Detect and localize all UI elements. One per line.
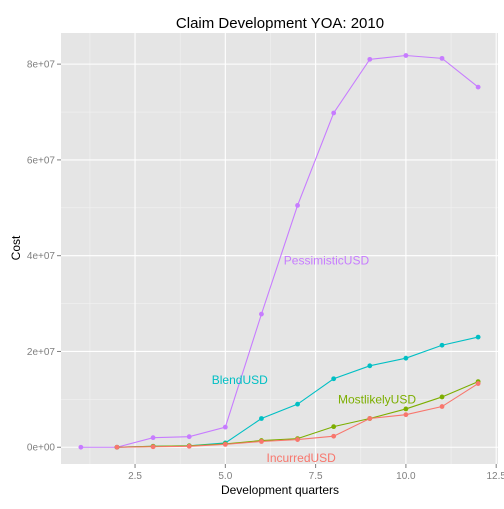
- series-label-blendusd: BlendUSD: [212, 373, 268, 387]
- data-point-incurredusd: [151, 444, 156, 449]
- data-point-mostlikelyusd: [404, 407, 409, 412]
- data-point-pessimisticusd: [367, 57, 372, 62]
- x-tick-label: 12.5: [486, 471, 504, 482]
- chart-title: Claim Development YOA: 2010: [176, 15, 384, 32]
- y-axis-title: Cost: [9, 235, 23, 260]
- data-point-blendusd: [404, 356, 409, 361]
- series-label-mostlikelyusd: MostlikelyUSD: [338, 392, 416, 406]
- data-point-incurredusd: [115, 445, 120, 450]
- data-point-incurredusd: [331, 434, 336, 439]
- series-label-incurredusd: IncurredUSD: [266, 451, 336, 465]
- y-tick-label: 6e+07: [27, 155, 56, 166]
- data-point-blendusd: [367, 363, 372, 368]
- series-label-pessimisticusd: PessimisticUSD: [284, 253, 370, 267]
- data-point-pessimisticusd: [331, 111, 336, 116]
- y-tick-label: 2e+07: [27, 347, 56, 358]
- data-point-mostlikelyusd: [331, 424, 336, 429]
- y-tick-label: 4e+07: [27, 251, 56, 262]
- data-point-pessimisticusd: [295, 203, 300, 208]
- data-point-pessimisticusd: [440, 56, 445, 61]
- data-point-incurredusd: [259, 439, 264, 444]
- data-point-incurredusd: [440, 404, 445, 409]
- y-tick-label: 0e+00: [27, 443, 56, 454]
- data-point-blendusd: [440, 343, 445, 348]
- data-point-pessimisticusd: [151, 435, 156, 440]
- data-point-incurredusd: [404, 412, 409, 417]
- data-point-pessimisticusd: [78, 445, 83, 450]
- x-tick-label: 10.0: [396, 471, 416, 482]
- data-point-blendusd: [476, 335, 481, 340]
- data-point-blendusd: [295, 402, 300, 407]
- data-point-pessimisticusd: [476, 85, 481, 90]
- y-axis: 0e+00 2e+07 4e+07 6e+07 8e+07: [27, 60, 61, 454]
- x-axis-title: Development quarters: [221, 483, 339, 497]
- data-point-mostlikelyusd: [440, 395, 445, 400]
- data-point-incurredusd: [367, 416, 372, 421]
- x-axis: 2.5 5.0 7.5 10.0 12.5: [128, 464, 504, 482]
- data-point-blendusd: [331, 376, 336, 381]
- data-point-pessimisticusd: [404, 53, 409, 58]
- x-tick-label: 7.5: [309, 471, 323, 482]
- x-tick-label: 2.5: [128, 471, 142, 482]
- data-point-incurredusd: [187, 444, 192, 449]
- x-tick-label: 5.0: [218, 471, 232, 482]
- data-point-pessimisticusd: [187, 434, 192, 439]
- y-tick-label: 8e+07: [27, 60, 56, 71]
- data-point-incurredusd: [476, 381, 481, 386]
- data-point-pessimisticusd: [223, 425, 228, 430]
- data-point-pessimisticusd: [259, 312, 264, 317]
- data-point-incurredusd: [295, 437, 300, 442]
- data-point-incurredusd: [223, 442, 228, 447]
- data-point-blendusd: [259, 416, 264, 421]
